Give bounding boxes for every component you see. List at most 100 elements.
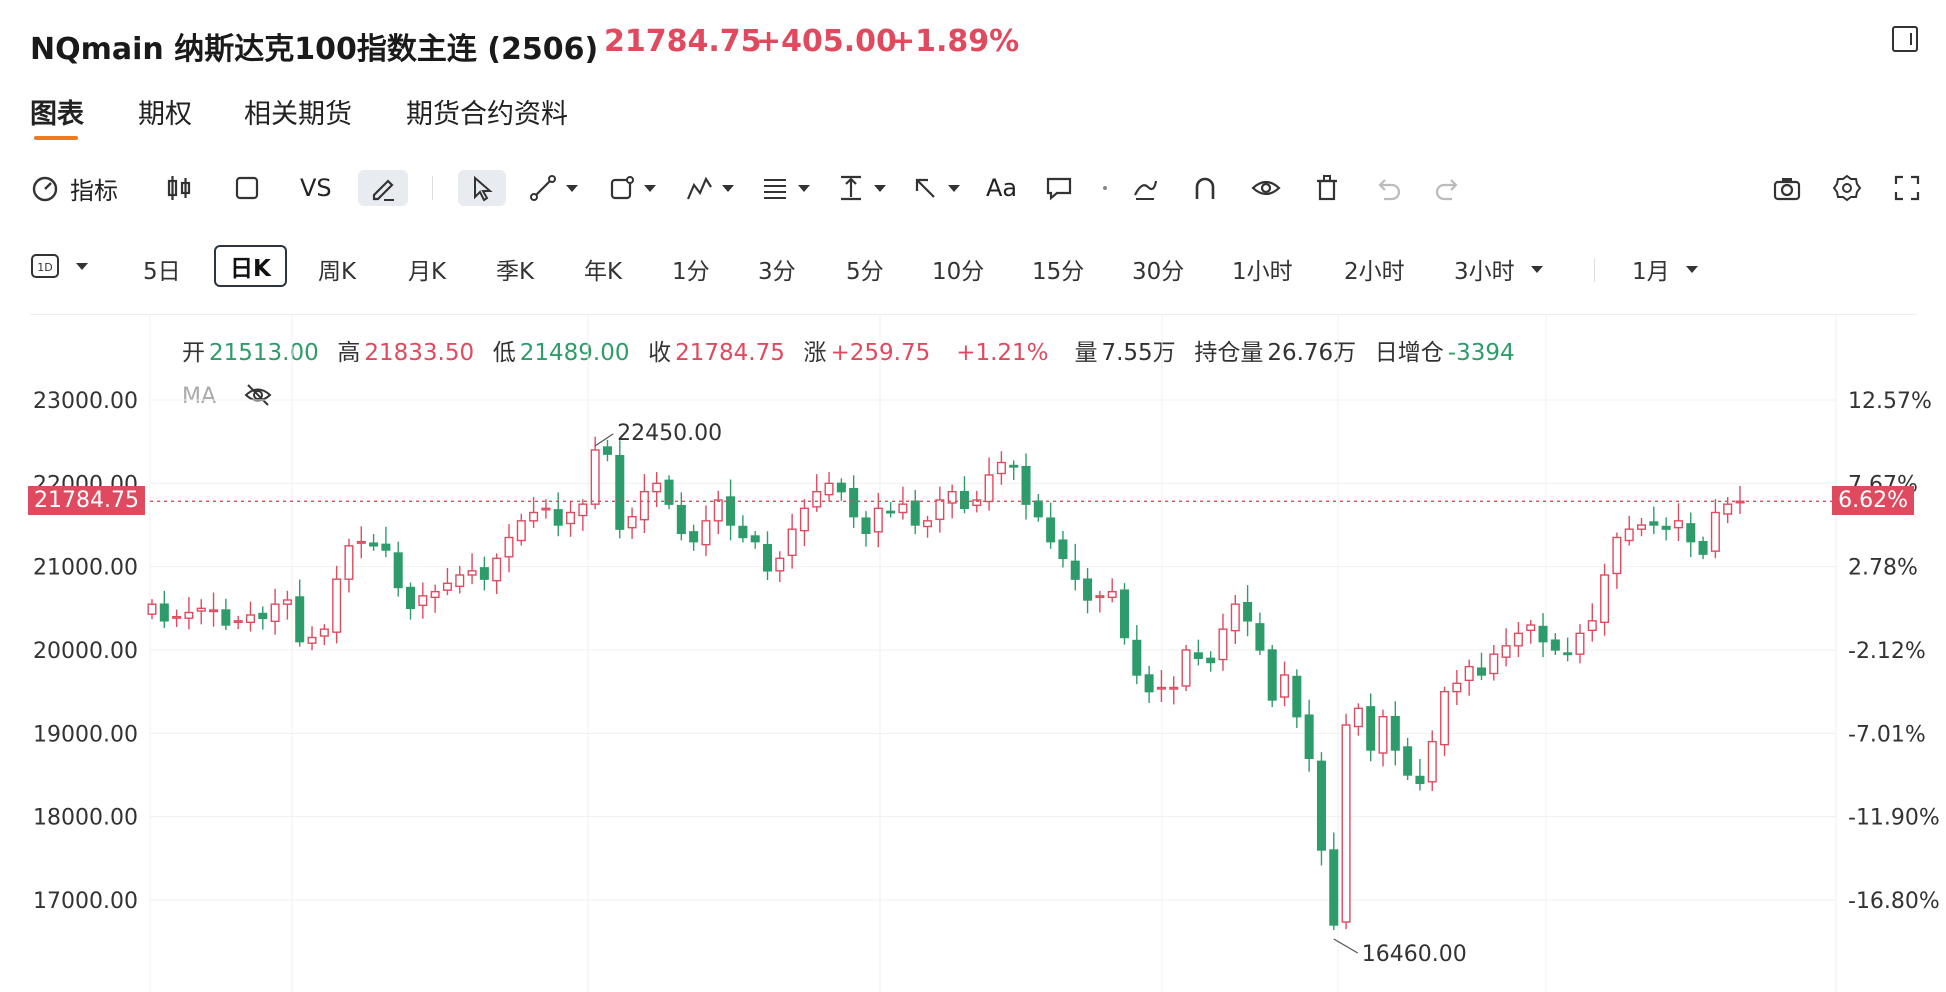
- tab-contract-info[interactable]: 期货合约资料: [406, 99, 568, 130]
- candle-body: [873, 507, 883, 533]
- period-30min[interactable]: 30分: [1132, 259, 1185, 285]
- candle-body: [701, 520, 711, 546]
- period-15min[interactable]: 15分: [1032, 259, 1085, 285]
- tab-chart[interactable]: 图表: [30, 99, 84, 130]
- candle-body: [775, 557, 785, 572]
- candle-body: [319, 628, 329, 637]
- period-3h[interactable]: 3小时: [1454, 252, 1543, 286]
- range-select[interactable]: 1月: [1632, 252, 1698, 286]
- candle-body: [1698, 540, 1708, 555]
- candle-body: [1452, 682, 1462, 693]
- measure-tool-button[interactable]: [836, 170, 886, 206]
- candlestick-chart[interactable]: 23000.00 12.57%22000.00 7.67%21000.00 2.78%…: [0, 300, 1946, 992]
- collapse-panel-icon[interactable]: [1892, 26, 1918, 52]
- fullscreen-box-button[interactable]: [232, 170, 262, 206]
- candle-body: [1156, 686, 1166, 690]
- tab-options[interactable]: 期权: [138, 99, 192, 130]
- candle-body: [910, 500, 920, 526]
- candle-body: [861, 517, 871, 535]
- high-annotation-label: 22450.00: [617, 421, 722, 446]
- magnet-button[interactable]: [1190, 170, 1220, 206]
- drawing-toolbar: 指标 VS Aa: [0, 160, 1946, 216]
- comment-icon: [1046, 177, 1072, 201]
- period-2h[interactable]: 2小时: [1344, 259, 1405, 285]
- comment-tool-button[interactable]: [1044, 170, 1074, 206]
- period-1h[interactable]: 1小时: [1232, 259, 1293, 285]
- high-label: 高: [337, 340, 361, 366]
- y-tick-label: 17000.00: [33, 889, 138, 914]
- candle-body: [344, 545, 354, 580]
- period-weekly[interactable]: 周K: [318, 259, 357, 285]
- period-yearly[interactable]: 年K: [584, 259, 623, 285]
- fullscreen-button[interactable]: [1892, 170, 1922, 206]
- period-quarterly[interactable]: 季K: [496, 259, 535, 285]
- gear-icon: [1832, 174, 1862, 202]
- screenshot-button[interactable]: [1772, 170, 1802, 206]
- redo-button[interactable]: [1432, 170, 1464, 206]
- candle-body: [369, 542, 379, 547]
- y-tick-label: 23000.00: [33, 389, 138, 414]
- current-pct-tag: 6.62%: [1832, 486, 1914, 515]
- candle-body: [295, 596, 305, 643]
- period-10min[interactable]: 10分: [932, 259, 985, 285]
- symbol-title: NQmain 纳斯达克100指数主连 (2506): [30, 32, 599, 67]
- indicator-button[interactable]: 指标: [30, 170, 118, 206]
- arrow-tool-button[interactable]: [910, 170, 960, 206]
- period-1min[interactable]: 1分: [672, 259, 710, 285]
- candle-body: [726, 496, 736, 526]
- pattern-tool-button[interactable]: [684, 170, 734, 206]
- ma-label[interactable]: MA: [182, 384, 217, 409]
- candle-body: [1587, 620, 1597, 632]
- magnet-draw-button[interactable]: [1130, 170, 1160, 206]
- cursor-button[interactable]: [458, 170, 506, 206]
- candle-body: [442, 582, 452, 591]
- period-3min[interactable]: 3分: [758, 259, 796, 285]
- dot-tool-button[interactable]: [1100, 170, 1110, 206]
- candle-body: [1476, 667, 1487, 676]
- candle-body: [209, 609, 219, 613]
- pct-tick-label: 12.57%: [1848, 389, 1932, 414]
- eye-off-icon[interactable]: [244, 383, 272, 407]
- candle-body: [1169, 686, 1179, 690]
- line-tool-button[interactable]: [528, 170, 578, 206]
- text-tool-label: Aa: [986, 174, 1018, 202]
- delete-button[interactable]: [1312, 170, 1342, 206]
- candle-body: [1723, 503, 1733, 515]
- svg-text:1D: 1D: [37, 261, 52, 274]
- tab-active-indicator: [34, 136, 78, 140]
- candle-body: [1095, 595, 1105, 599]
- candle-body: [245, 614, 255, 624]
- period-5d[interactable]: 5日: [143, 259, 181, 285]
- candle-body: [1366, 706, 1376, 751]
- compare-button[interactable]: VS: [300, 170, 332, 206]
- volume-label: 量: [1074, 340, 1098, 366]
- period-daily[interactable]: 日K: [214, 245, 287, 287]
- candle-body: [1575, 632, 1585, 655]
- period-5min[interactable]: 5分: [846, 259, 884, 285]
- candle-body: [282, 599, 292, 605]
- candle-body: [1033, 500, 1043, 518]
- candle-body: [332, 578, 342, 633]
- settings-button[interactable]: [1832, 170, 1862, 206]
- undo-button[interactable]: [1372, 170, 1404, 206]
- oi-change-value: -3394: [1447, 340, 1515, 366]
- fib-tool-button[interactable]: [760, 170, 810, 206]
- candle-body: [762, 543, 773, 572]
- candle-body: [1181, 649, 1191, 687]
- close-label: 收: [648, 340, 672, 366]
- gauge-icon: [32, 176, 58, 202]
- text-tool-button[interactable]: Aa: [986, 170, 1017, 206]
- draw-pen-button[interactable]: [358, 170, 408, 206]
- period-monthly[interactable]: 月K: [408, 259, 447, 285]
- tab-related-futures[interactable]: 相关期货: [244, 99, 352, 130]
- candle-body: [849, 487, 859, 518]
- toolbar-separator: [432, 176, 433, 200]
- candle-body: [1009, 464, 1019, 468]
- candle-body: [258, 612, 268, 620]
- shape-tool-button[interactable]: [606, 170, 656, 206]
- candle-body: [1304, 714, 1314, 760]
- period-select-1d[interactable]: 1D: [30, 252, 88, 280]
- candle-type-button[interactable]: [164, 170, 194, 206]
- visibility-button[interactable]: [1250, 170, 1282, 206]
- range-label: 1月: [1632, 259, 1670, 285]
